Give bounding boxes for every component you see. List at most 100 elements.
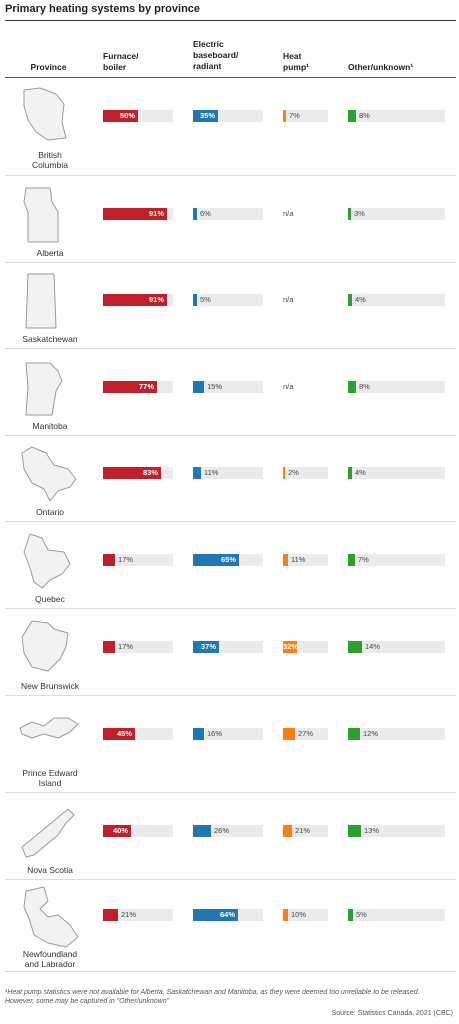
furnace-value-label: 17% (118, 641, 134, 651)
electric-bar-cell: 35% (193, 110, 263, 122)
heatpump-value-label: 32% (283, 641, 299, 651)
other-value-label: 8% (359, 381, 370, 391)
row-divider (5, 521, 456, 522)
other-bar-track (348, 553, 445, 566)
heatpump-bar (283, 110, 286, 122)
electric-bar-cell: 6% (193, 207, 263, 220)
title-divider (5, 20, 456, 21)
furnace-bar (103, 640, 115, 653)
province-outline-icon (5, 885, 95, 949)
province-name-line: Quebec (35, 593, 65, 604)
other-bar (348, 640, 362, 653)
other-bar-cell: 5% (348, 909, 445, 921)
province-row-ontario: Ontario 83% 11% 2% 4% (5, 436, 456, 522)
electric-value-label: 64% (219, 910, 235, 919)
province-name-line: Alberta (36, 247, 64, 258)
electric-value-label: 16% (207, 728, 223, 738)
heatpump-bar-cell: 32% (283, 640, 328, 653)
electric-bar-track (193, 380, 263, 393)
heatpump-bar (283, 727, 295, 740)
other-bar-track (348, 640, 445, 653)
furnace-bar-cell: 91% (103, 294, 173, 306)
row-divider (5, 262, 456, 263)
furnace-bar-cell: 45% (103, 727, 173, 740)
other-bar-cell: 4% (348, 294, 445, 306)
heatpump-value-label: 11% (291, 554, 306, 564)
heatpump-bar-cell: 7% (283, 110, 328, 122)
furnace-bar-track (103, 640, 173, 653)
other-bar (348, 553, 355, 566)
other-bar (348, 727, 360, 740)
furnace-value-label: 83% (142, 468, 158, 477)
province-name-line: Prince Edward (22, 767, 78, 778)
header-furnace-line2: boiler (103, 62, 127, 72)
other-bar (348, 207, 351, 220)
other-bar (348, 294, 352, 306)
header-heatpump-line1: Heat (283, 51, 302, 61)
other-bar-cell: 3% (348, 207, 445, 220)
header-province: Province (30, 62, 67, 72)
province-outline-icon (5, 704, 95, 768)
electric-bar-cell: 16% (193, 727, 263, 740)
furnace-bar (103, 824, 131, 837)
province-name: New Brunswick (5, 681, 95, 691)
electric-bar-track (193, 207, 263, 220)
header-furnace-line1: Furnace/ (103, 51, 139, 61)
electric-bar-cell: 5% (193, 294, 263, 306)
electric-bar-cell: 26% (193, 824, 263, 837)
header-electric-line3: radiant (193, 61, 222, 71)
furnace-bar (103, 110, 138, 122)
other-value-label: 4% (355, 295, 366, 304)
other-value-label: 4% (355, 468, 366, 477)
electric-bar (193, 207, 197, 220)
other-bar-track (348, 467, 445, 479)
province-name-line: New Brunswick (20, 680, 80, 691)
province-row-newfoundland-and-labrador: Newfoundland and Labrador 21% 64% 10% 5% (5, 880, 456, 972)
row-divider (5, 608, 456, 609)
province-outline-icon (5, 86, 95, 150)
heatpump-bar-cell: 27% (283, 727, 328, 740)
heatpump-value-label: 27% (298, 728, 314, 738)
furnace-value-label: 45% (116, 728, 132, 738)
province-outline-icon (5, 617, 95, 681)
furnace-bar-cell: 17% (103, 640, 173, 653)
province-outline-icon (5, 184, 95, 248)
province-outline-icon (5, 443, 95, 507)
furnace-value-label: 50% (119, 111, 135, 120)
furnace-bar-cell: 40% (103, 824, 173, 837)
furnace-bar (103, 553, 115, 566)
furnace-value-label: 21% (121, 910, 137, 919)
other-bar-cell: 12% (348, 727, 445, 740)
electric-bar-cell: 65% (193, 553, 263, 566)
furnace-bar-cell: 17% (103, 553, 173, 566)
furnace-bar (103, 467, 161, 479)
header-electric-line1: Electric (193, 39, 224, 49)
heatpump-bar (283, 824, 292, 837)
row-divider (5, 792, 456, 793)
other-bar (348, 909, 353, 921)
other-bar-track (348, 110, 445, 122)
furnace-value-label: 91% (148, 208, 164, 218)
footnote: ¹Heat pump statistics were not available… (5, 989, 420, 1005)
other-bar-cell: 8% (348, 110, 445, 122)
heatpump-bar (283, 909, 288, 921)
province-row-quebec: Quebec 17% 65% 11% 7% (5, 522, 456, 609)
province-name: Ontario (5, 507, 95, 517)
electric-value-label: 37% (200, 641, 216, 651)
heatpump-value-label: 7% (289, 111, 300, 120)
row-divider (5, 175, 456, 176)
other-bar-track (348, 380, 445, 393)
province-outline-icon (5, 270, 95, 334)
province-row-nova-scotia: Nova Scotia 40% 26% 21% 13% (5, 793, 456, 880)
other-bar-track (348, 824, 445, 837)
other-value-label: 5% (356, 910, 367, 919)
furnace-value-label: 77% (138, 381, 154, 391)
heatpump-na-label: n/a (283, 208, 294, 218)
other-bar (348, 110, 356, 122)
heatpump-bar-cell: 2% (283, 467, 328, 479)
furnace-bar-track (103, 553, 173, 566)
furnace-bar-cell: 77% (103, 380, 173, 393)
province-name-line: British (38, 150, 62, 160)
header-heatpump-line2: pump¹ (283, 62, 309, 72)
other-bar-track (348, 207, 445, 220)
